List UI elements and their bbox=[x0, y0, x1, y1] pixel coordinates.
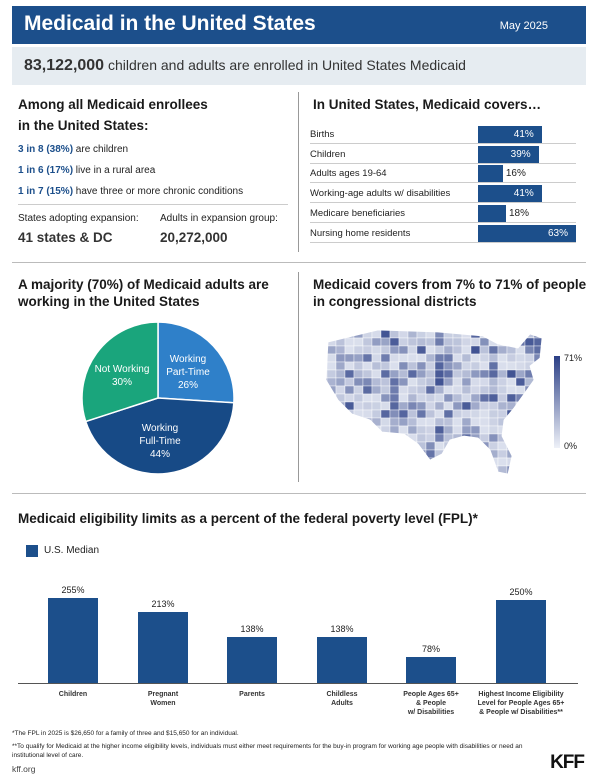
covers-row: Births 41% bbox=[310, 125, 576, 144]
pie-slice-label: Working Part-Time 26% bbox=[166, 354, 210, 391]
section-divider-2 bbox=[12, 493, 586, 494]
eligibility-bar bbox=[406, 657, 456, 683]
eligibility-bar bbox=[48, 598, 98, 683]
stat-chronic: 1 in 7 (15%) have three or more chronic … bbox=[18, 186, 243, 197]
eligibility-category-label: Pregnant Women bbox=[147, 691, 179, 707]
column-divider-top bbox=[298, 92, 299, 252]
stat-text: have three or more chronic conditions bbox=[73, 186, 244, 197]
districts-heading-line1: Medicaid covers from 7% to 71% of people bbox=[313, 277, 587, 292]
stat-highlight: 3 in 8 (38%) bbox=[18, 144, 74, 155]
eligibility-bar bbox=[138, 612, 188, 683]
enrollees-heading: Among all Medicaid enrollees in the Unit… bbox=[18, 94, 208, 136]
enrollment-caption: children and adults are enrolled in Unit… bbox=[104, 57, 466, 73]
covers-bar-value: 39% bbox=[510, 148, 531, 160]
covers-bar bbox=[478, 204, 506, 222]
enrollment-banner: 83,122,000 children and adults are enrol… bbox=[12, 47, 586, 85]
scale-min-label: 0% bbox=[564, 441, 578, 451]
page-title: Medicaid in the United States bbox=[24, 12, 316, 35]
covers-bar-value: 16% bbox=[505, 168, 526, 180]
eligibility-bar-value: 138% bbox=[330, 624, 354, 634]
enrollment-number: 83,122,000 bbox=[24, 57, 105, 74]
eligibility-category-label: Highest Income Eligibility Level for Peop… bbox=[477, 691, 565, 716]
covers-bar bbox=[478, 165, 503, 183]
legend-label: U.S. Median bbox=[44, 545, 100, 556]
covers-row-label: Medicare beneficiaries bbox=[310, 207, 406, 219]
covers-bar bbox=[478, 224, 576, 242]
stat-highlight: 1 in 7 (15%) bbox=[18, 186, 74, 197]
eligibility-bar-value: 255% bbox=[61, 585, 85, 595]
enrollees-heading-line1: Among all Medicaid enrollees bbox=[18, 97, 208, 112]
legend-swatch bbox=[26, 545, 38, 557]
pie-slice-label: Not Working 30% bbox=[94, 364, 150, 388]
enrollees-heading-line2: in the United States: bbox=[18, 118, 149, 133]
covers-row: Children 39% bbox=[310, 145, 576, 164]
covers-row-label: Births bbox=[310, 129, 335, 140]
covers-heading: In United States, Medicaid covers… bbox=[313, 97, 542, 112]
covers-bar-value: 63% bbox=[548, 227, 569, 239]
adults-value: 20,272,000 bbox=[160, 230, 228, 245]
adults-label: Adults in expansion group: bbox=[160, 213, 278, 224]
stat-children: 3 in 8 (38%) are children bbox=[18, 144, 128, 155]
states-label: States adopting expansion: bbox=[18, 213, 139, 224]
header-bar: Medicaid in the United States May 2025 bbox=[12, 6, 586, 44]
eligibility-axis bbox=[18, 683, 578, 684]
stat-text: are children bbox=[73, 144, 129, 155]
working-heading-line2: working in the United States bbox=[18, 294, 200, 309]
covers-bar-value: 18% bbox=[509, 207, 530, 219]
covers-row: Medicare beneficiaries 18% bbox=[310, 204, 576, 223]
stat-rural: 1 in 6 (17%) live in a rural area bbox=[18, 165, 155, 176]
pie-slice bbox=[84, 397, 235, 475]
eligibility-bar bbox=[317, 637, 367, 683]
states-value: 41 states & DC bbox=[18, 230, 113, 245]
working-heading-line1: A majority (70%) of Medicaid adults are bbox=[18, 277, 269, 292]
enrollees-divider bbox=[18, 204, 288, 205]
footnote-qualify: **To qualify for Medicaid at the higher … bbox=[12, 742, 523, 760]
section-divider-1 bbox=[12, 262, 586, 263]
report-date: May 2025 bbox=[499, 20, 548, 32]
stat-highlight: 1 in 6 (17%) bbox=[18, 165, 74, 176]
working-heading: A majority (70%) of Medicaid adults are … bbox=[18, 276, 269, 310]
footnote-qualify-line1: **To qualify for Medicaid at the higher … bbox=[12, 743, 523, 750]
pie-slice bbox=[157, 321, 235, 404]
covers-row-label: Nursing home residents bbox=[310, 227, 411, 239]
scale-max-label: 71% bbox=[564, 353, 583, 363]
eligibility-heading: Medicaid eligibility limits as a percent… bbox=[18, 511, 478, 526]
eligibility-bar bbox=[227, 637, 277, 683]
eligibility-bar-value: 78% bbox=[421, 644, 440, 654]
working-pie-chart bbox=[81, 321, 235, 475]
footnote-qualify-line2: institutional level of care. bbox=[12, 752, 84, 759]
covers-row-label: Working-age adults w/ disabilities bbox=[310, 188, 451, 200]
congressional-district-map bbox=[325, 329, 543, 475]
eligibility-bar bbox=[496, 599, 546, 683]
districts-heading: Medicaid covers from 7% to 71% of people… bbox=[313, 276, 586, 310]
covers-row-label: Adults ages 19-64 bbox=[310, 168, 387, 180]
covers-bar-value: 41% bbox=[513, 188, 534, 200]
eligibility-category-label: Childless Adults bbox=[326, 691, 358, 707]
pie-slice bbox=[81, 321, 159, 423]
covers-row: Working-age adults w/ disabilities 41% bbox=[310, 184, 576, 204]
footnote-fpl: *The FPL in 2025 is $26,650 for a family… bbox=[12, 730, 239, 737]
eligibility-category-label: People Ages 65+ & People w/ Disabilities bbox=[403, 691, 459, 716]
covers-bar-value: 41% bbox=[513, 129, 534, 140]
eligibility-category-label: Children bbox=[58, 691, 88, 698]
kff-logo: KFF bbox=[550, 752, 585, 773]
enrollment-text: 83,122,000 children and adults are enrol… bbox=[24, 57, 466, 75]
stat-text: live in a rural area bbox=[73, 165, 156, 176]
covers-bar bbox=[478, 145, 539, 163]
eligibility-bar-value: 213% bbox=[151, 599, 175, 609]
footer-site[interactable]: kff.org bbox=[12, 764, 36, 774]
eligibility-bar-value: 250% bbox=[509, 586, 533, 597]
covers-row: Nursing home residents 63% bbox=[310, 224, 576, 243]
covers-bar bbox=[478, 185, 542, 203]
covers-row-label: Children bbox=[310, 148, 346, 160]
map-color-scale bbox=[554, 356, 560, 448]
pie-slice-label: Working Full-Time 44% bbox=[139, 423, 181, 460]
column-divider-middle bbox=[298, 272, 299, 482]
covers-row: Adults ages 19-64 16% bbox=[310, 164, 576, 184]
districts-heading-line2: in congressional districts bbox=[313, 294, 477, 309]
eligibility-bar-value: 138% bbox=[240, 624, 264, 634]
eligibility-category-label: Parents bbox=[239, 691, 265, 698]
covers-bar bbox=[478, 126, 542, 143]
